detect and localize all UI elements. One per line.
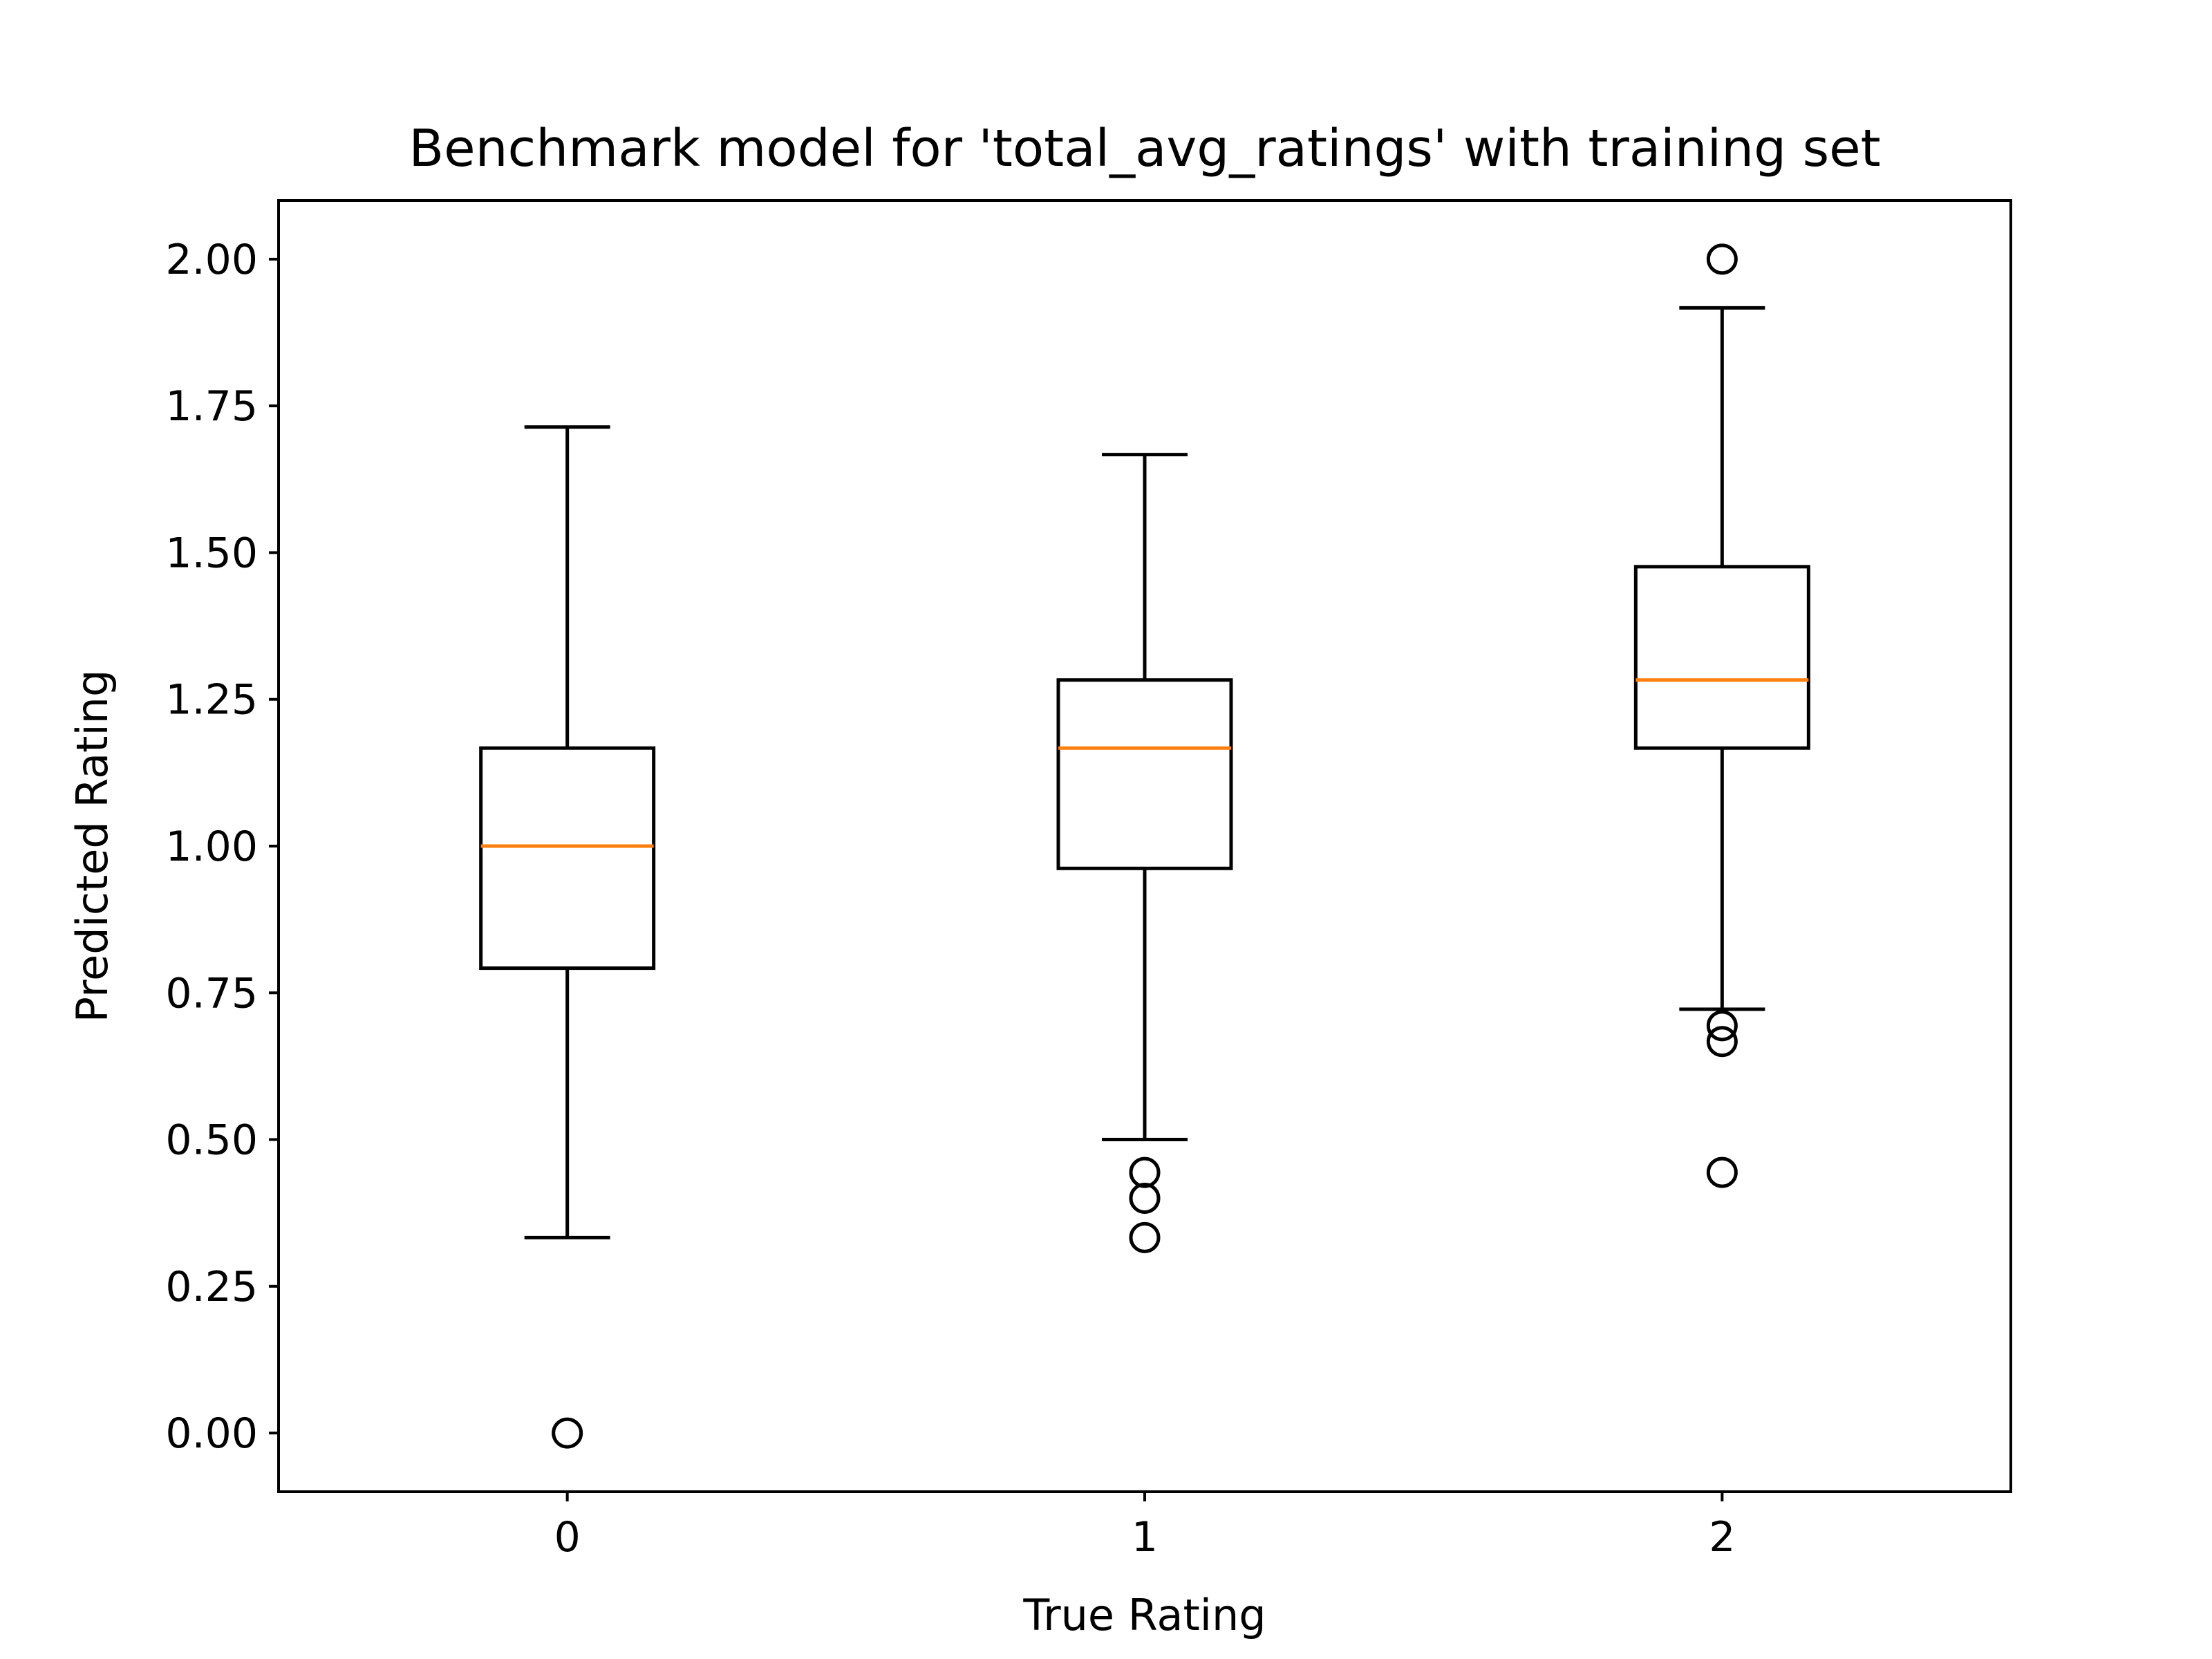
y-tick-label: 2.00	[165, 236, 258, 284]
box-iqr	[479, 746, 656, 971]
y-tick-label: 1.75	[165, 382, 258, 431]
x-axis: 0 1 2	[554, 1492, 1735, 1562]
outlier-point	[1129, 1221, 1161, 1253]
x-tick-label: 2	[1709, 1513, 1735, 1562]
outlier-point	[1129, 1156, 1161, 1188]
y-tick-label: 1.00	[165, 823, 258, 871]
y-tick-label: 1.25	[165, 676, 258, 724]
y-tick-label: 0.75	[165, 969, 258, 1018]
box-iqr	[1633, 565, 1810, 750]
x-tick-label: 0	[554, 1513, 581, 1562]
outlier-point	[1706, 1026, 1738, 1058]
y-axis: 0.00 0.25 0.50 0.75 1.00 1.25 1.50 1.75 2.00	[165, 236, 279, 1458]
y-axis-title: Predicted Rating	[67, 670, 118, 1023]
y-tick-label: 1.50	[165, 529, 258, 577]
outlier-point	[1706, 1156, 1738, 1188]
box-group-2	[1633, 243, 1810, 1188]
y-tick-label: 0.25	[165, 1263, 258, 1311]
outlier-point	[1129, 1182, 1161, 1214]
chart-title: Benchmark model for 'total_avg_ratings' …	[409, 119, 1880, 178]
y-tick-label: 0.00	[165, 1409, 258, 1458]
outlier-point	[1706, 1010, 1738, 1042]
outlier-point	[1706, 243, 1738, 275]
box-group-1	[1056, 453, 1233, 1253]
y-tick-label: 0.50	[165, 1116, 258, 1165]
outlier-point	[552, 1417, 583, 1449]
x-axis-title: True Rating	[1022, 1590, 1266, 1640]
plot-area	[479, 243, 1810, 1449]
x-tick-label: 1	[1132, 1513, 1158, 1562]
box-iqr	[1056, 678, 1233, 870]
box-group-0	[479, 425, 656, 1449]
